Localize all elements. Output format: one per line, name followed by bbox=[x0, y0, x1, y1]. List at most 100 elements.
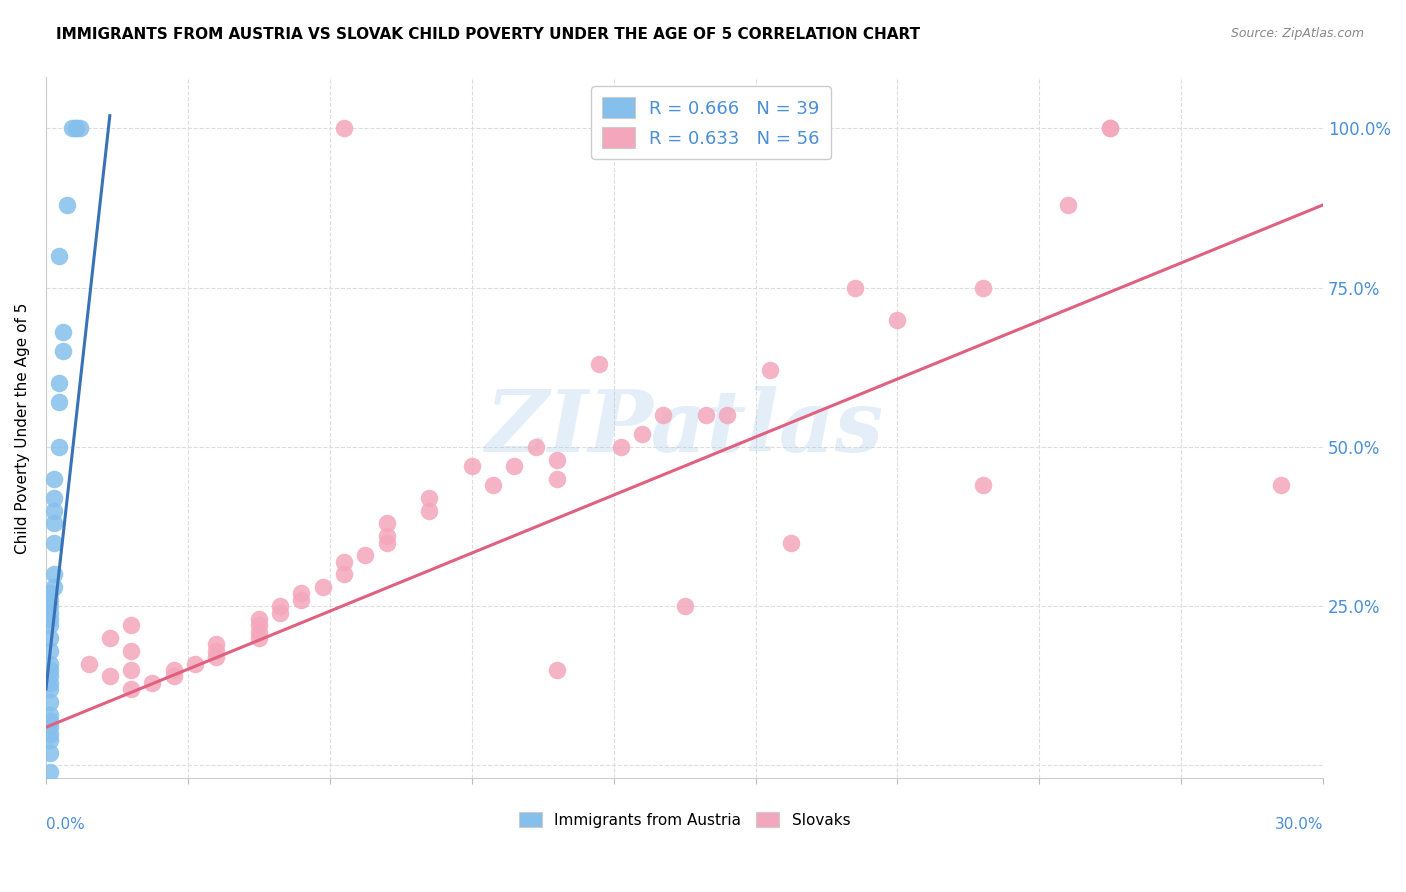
Point bbox=[247, 618, 270, 632]
Point bbox=[39, 675, 62, 690]
Point bbox=[205, 644, 228, 658]
Point bbox=[39, 586, 62, 600]
Point bbox=[631, 427, 654, 442]
Point bbox=[758, 363, 780, 377]
Point bbox=[1270, 478, 1292, 492]
Point bbox=[98, 669, 121, 683]
Point bbox=[333, 555, 356, 569]
Point bbox=[39, 618, 62, 632]
Point bbox=[247, 612, 270, 626]
Point bbox=[39, 695, 62, 709]
Point bbox=[120, 663, 142, 677]
Point bbox=[716, 408, 738, 422]
Point bbox=[39, 663, 62, 677]
Point bbox=[673, 599, 696, 614]
Point bbox=[375, 535, 398, 549]
Text: Source: ZipAtlas.com: Source: ZipAtlas.com bbox=[1230, 27, 1364, 40]
Point bbox=[609, 440, 631, 454]
Point bbox=[205, 650, 228, 665]
Point bbox=[44, 567, 66, 582]
Point bbox=[39, 707, 62, 722]
Point bbox=[39, 681, 62, 696]
Point bbox=[39, 599, 62, 614]
Point bbox=[482, 478, 505, 492]
Point bbox=[972, 478, 994, 492]
Point bbox=[39, 726, 62, 740]
Point bbox=[39, 644, 62, 658]
Point bbox=[1099, 121, 1122, 136]
Point bbox=[120, 644, 142, 658]
Point bbox=[269, 606, 291, 620]
Y-axis label: Child Poverty Under the Age of 5: Child Poverty Under the Age of 5 bbox=[15, 302, 30, 554]
Text: 0.0%: 0.0% bbox=[46, 817, 84, 831]
Point bbox=[333, 567, 356, 582]
Point bbox=[588, 357, 610, 371]
Point bbox=[247, 631, 270, 645]
Point bbox=[48, 376, 70, 391]
Point bbox=[205, 637, 228, 651]
Point bbox=[98, 631, 121, 645]
Point bbox=[269, 599, 291, 614]
Point bbox=[65, 121, 87, 136]
Point bbox=[52, 326, 75, 340]
Point bbox=[652, 408, 675, 422]
Point bbox=[1056, 198, 1078, 212]
Text: IMMIGRANTS FROM AUSTRIA VS SLOVAK CHILD POVERTY UNDER THE AGE OF 5 CORRELATION C: IMMIGRANTS FROM AUSTRIA VS SLOVAK CHILD … bbox=[56, 27, 921, 42]
Point bbox=[120, 681, 142, 696]
Point bbox=[69, 121, 91, 136]
Point bbox=[546, 452, 568, 467]
Point bbox=[418, 503, 440, 517]
Point bbox=[120, 618, 142, 632]
Point bbox=[695, 408, 717, 422]
Point bbox=[375, 516, 398, 531]
Legend: Immigrants from Austria, Slovaks: Immigrants from Austria, Slovaks bbox=[513, 805, 856, 834]
Point bbox=[503, 458, 526, 473]
Point bbox=[290, 586, 312, 600]
Point bbox=[39, 733, 62, 747]
Point bbox=[44, 491, 66, 505]
Point bbox=[546, 663, 568, 677]
Point bbox=[312, 580, 335, 594]
Point bbox=[39, 606, 62, 620]
Point bbox=[418, 491, 440, 505]
Text: 30.0%: 30.0% bbox=[1275, 817, 1323, 831]
Point bbox=[354, 548, 377, 562]
Point bbox=[77, 657, 100, 671]
Point bbox=[375, 529, 398, 543]
Point bbox=[39, 631, 62, 645]
Point bbox=[546, 472, 568, 486]
Point bbox=[39, 657, 62, 671]
Point bbox=[39, 720, 62, 734]
Point bbox=[972, 281, 994, 295]
Point bbox=[39, 592, 62, 607]
Point bbox=[39, 669, 62, 683]
Point bbox=[44, 472, 66, 486]
Point bbox=[333, 121, 356, 136]
Point bbox=[65, 121, 87, 136]
Point bbox=[247, 624, 270, 639]
Point bbox=[39, 612, 62, 626]
Point bbox=[44, 503, 66, 517]
Point bbox=[39, 764, 62, 779]
Point bbox=[163, 669, 186, 683]
Text: ZIPatlas: ZIPatlas bbox=[485, 386, 883, 469]
Point bbox=[524, 440, 547, 454]
Point bbox=[290, 592, 312, 607]
Point bbox=[39, 746, 62, 760]
Point bbox=[44, 535, 66, 549]
Point bbox=[141, 675, 163, 690]
Point bbox=[163, 663, 186, 677]
Point bbox=[844, 281, 866, 295]
Point bbox=[780, 535, 803, 549]
Point bbox=[44, 580, 66, 594]
Point bbox=[460, 458, 482, 473]
Point bbox=[48, 440, 70, 454]
Point bbox=[44, 516, 66, 531]
Point bbox=[60, 121, 83, 136]
Point bbox=[48, 395, 70, 409]
Point bbox=[56, 198, 79, 212]
Point bbox=[1099, 121, 1122, 136]
Point bbox=[184, 657, 207, 671]
Point bbox=[39, 714, 62, 728]
Point bbox=[48, 249, 70, 263]
